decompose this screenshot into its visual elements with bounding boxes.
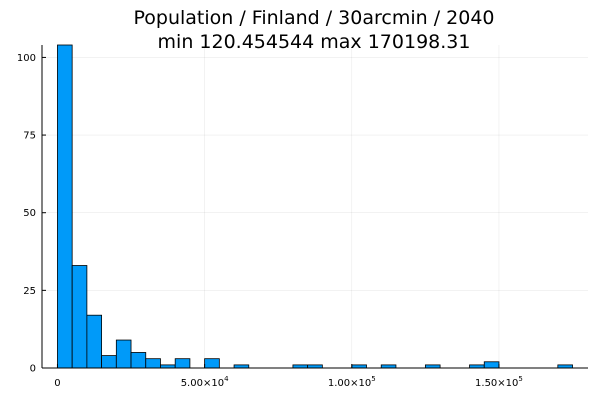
x-tick-label: 1.50×105 — [475, 375, 523, 389]
y-tick-label: 25 — [23, 286, 36, 297]
chart-title-line-2: min 120.454544 max 170198.31 — [158, 31, 471, 53]
histogram-bar — [101, 355, 117, 369]
histogram-bar — [57, 44, 73, 369]
histogram-bar — [71, 265, 88, 369]
x-axis-ticks: 0 5.00×104 1.00×105 1.50×105 — [54, 364, 523, 389]
histogram-bar — [86, 314, 103, 369]
histogram-bars — [57, 44, 573, 369]
axes — [41, 45, 588, 369]
histogram-bar — [115, 339, 132, 369]
y-tick-label: 50 — [23, 208, 36, 219]
x-tick-label: 1.00×105 — [328, 375, 376, 389]
histogram-bar — [174, 358, 191, 369]
histogram-bar — [130, 352, 147, 369]
x-tick-label: 5.00×104 — [181, 375, 229, 389]
chart-title: Population / Finland / 30arcmin / 2040 m… — [134, 7, 495, 53]
y-tick-label: 0 — [30, 364, 36, 375]
chart-title-line-1: Population / Finland / 30arcmin / 2040 — [134, 7, 495, 29]
x-tick-label: 0 — [54, 378, 60, 389]
y-tick-label: 100 — [17, 53, 36, 64]
y-tick-label: 75 — [23, 131, 36, 142]
histogram-bar — [483, 361, 500, 369]
histogram-bar — [145, 358, 161, 369]
histogram-bar — [204, 358, 220, 369]
y-axis-ticks: 0 25 50 75 100 — [17, 53, 46, 375]
grid-lines — [42, 45, 588, 369]
